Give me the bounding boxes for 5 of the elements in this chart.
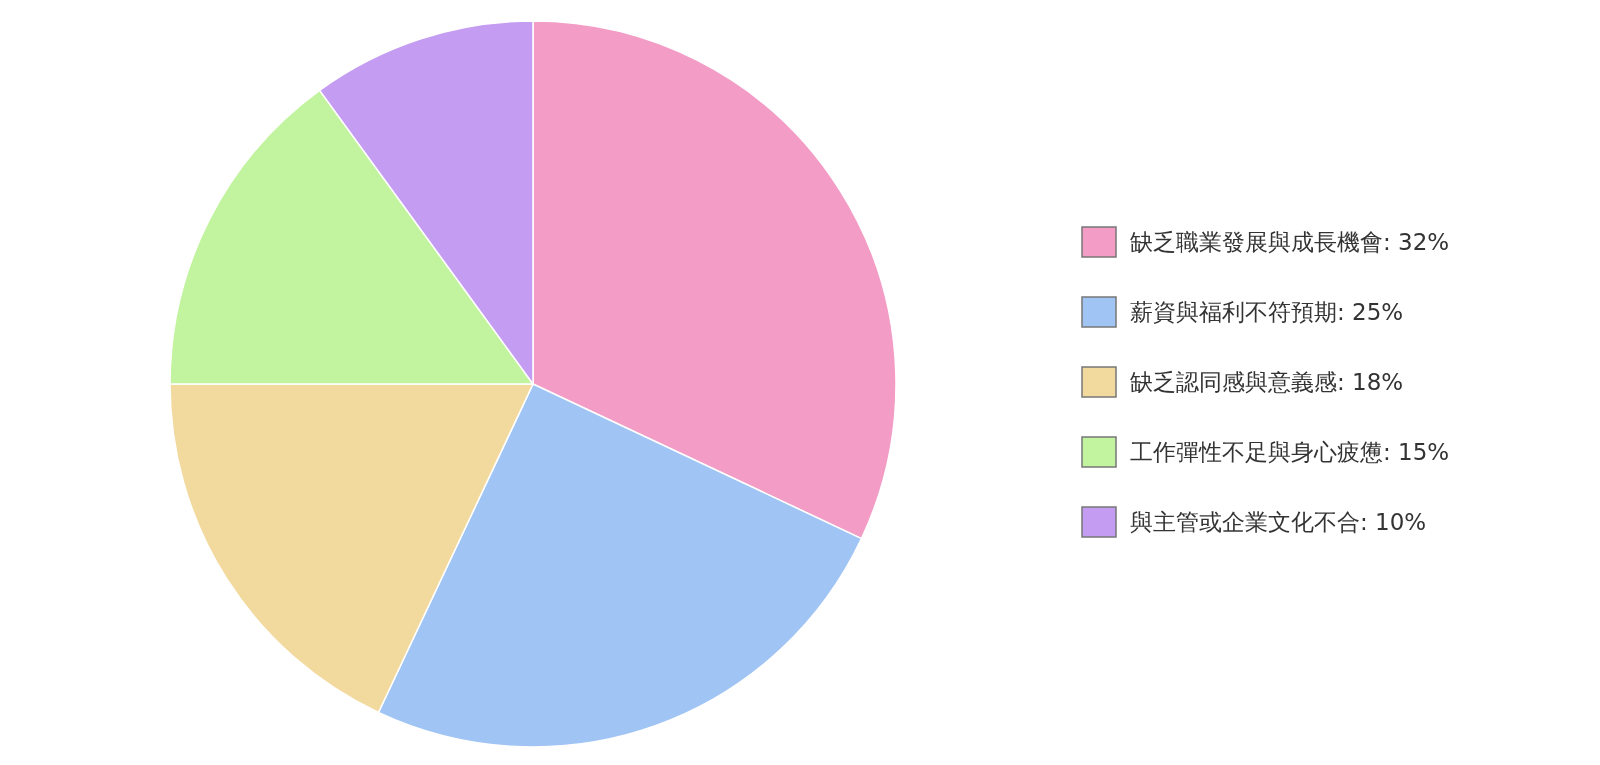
legend-label: 缺乏職業發展與成長機會: 32%: [1130, 229, 1450, 256]
legend-label: 薪資與福利不符預期: 25%: [1130, 299, 1404, 326]
legend-label: 缺乏認同感與意義感: 18%: [1130, 369, 1404, 396]
legend-label: 工作彈性不足與身心疲憊: 15%: [1130, 439, 1450, 466]
legend-label: 與主管或企業文化不合: 10%: [1130, 509, 1427, 536]
